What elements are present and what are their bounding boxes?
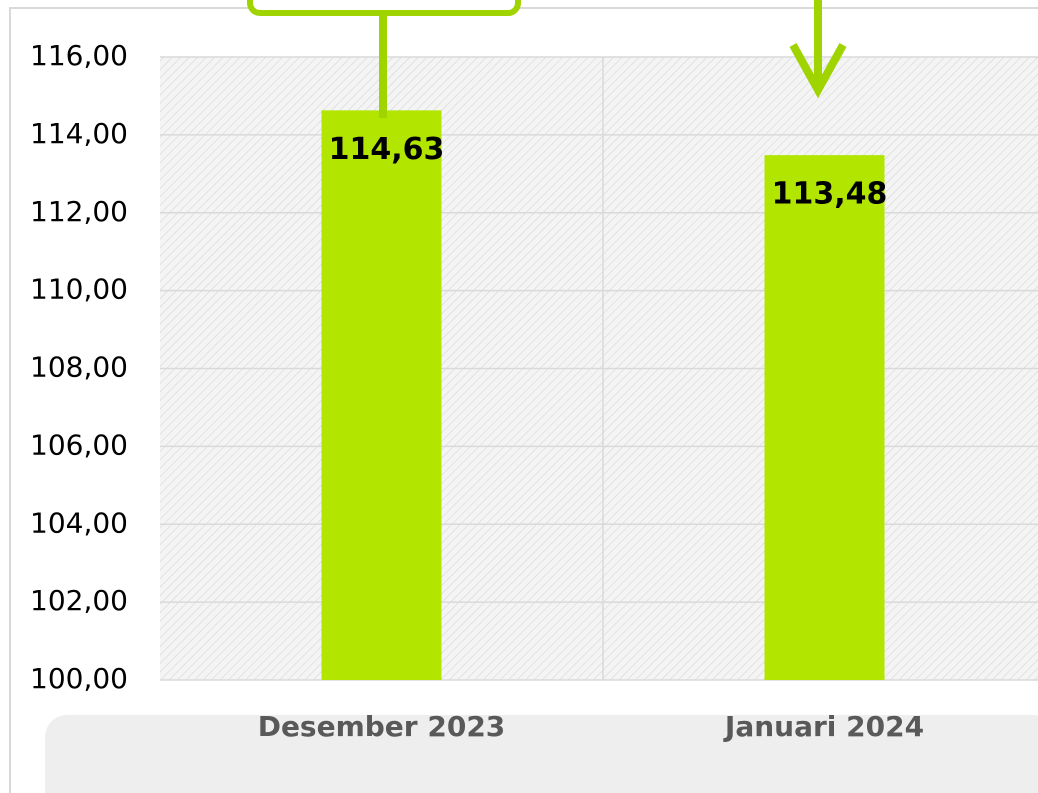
- bar: [321, 110, 442, 681]
- y-tick-label: 110,00: [30, 273, 128, 306]
- bar: [764, 155, 885, 680]
- caption-box: [45, 715, 1038, 793]
- y-tick-label: 112,00: [30, 195, 128, 228]
- value-label: 113,48: [772, 177, 888, 212]
- y-tick-label: 102,00: [30, 584, 128, 617]
- y-tick-label: 116,00: [30, 39, 128, 72]
- x-tick-label: Desember 2023: [258, 710, 506, 743]
- y-tick-label: 108,00: [30, 351, 128, 384]
- frame: [9, 7, 1038, 793]
- x-tick-label: Januari 2024: [723, 710, 924, 743]
- y-tick-label: 114,00: [30, 117, 128, 150]
- y-tick-label: 104,00: [30, 506, 128, 539]
- y-tick-label: 100,00: [30, 662, 128, 695]
- callout-box: [247, 0, 521, 16]
- arrow-head: [789, 43, 847, 99]
- y-tick-label: 106,00: [30, 428, 128, 461]
- value-label: 114,63: [329, 132, 445, 167]
